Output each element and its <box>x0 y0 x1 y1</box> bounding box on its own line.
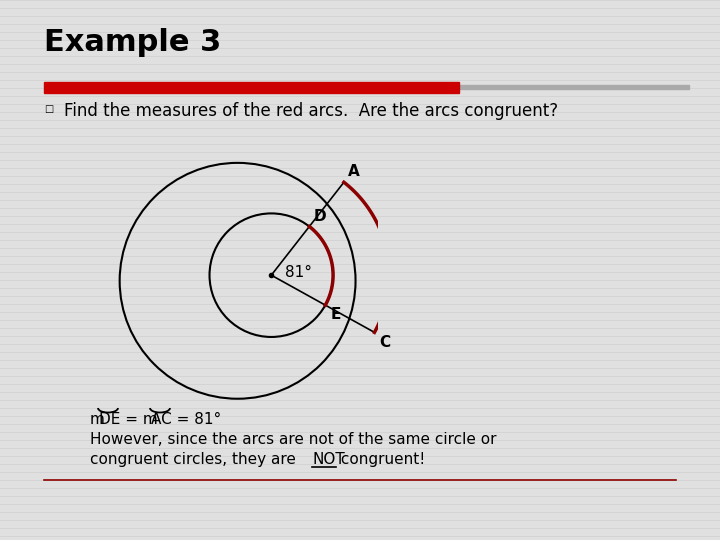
Text: congruent circles, they are: congruent circles, they are <box>90 452 301 467</box>
Text: Find the measures of the red arcs.  Are the arcs congruent?: Find the measures of the red arcs. Are t… <box>64 102 558 120</box>
Text: A: A <box>348 164 360 179</box>
Text: D: D <box>314 210 326 224</box>
Text: congruent!: congruent! <box>336 452 426 467</box>
Text: m: m <box>90 412 105 427</box>
Text: E: E <box>331 307 341 322</box>
Text: C: C <box>379 335 390 349</box>
Bar <box>459 85 689 89</box>
Text: DE = m: DE = m <box>99 412 158 427</box>
Text: Example 3: Example 3 <box>44 28 221 57</box>
Bar <box>44 82 459 93</box>
Text: 81°: 81° <box>285 266 312 280</box>
Text: However, since the arcs are not of the same circle or: However, since the arcs are not of the s… <box>90 432 497 447</box>
Text: AC = 81°: AC = 81° <box>151 412 221 427</box>
Text: NOT: NOT <box>312 452 345 467</box>
Text: □: □ <box>44 104 53 114</box>
